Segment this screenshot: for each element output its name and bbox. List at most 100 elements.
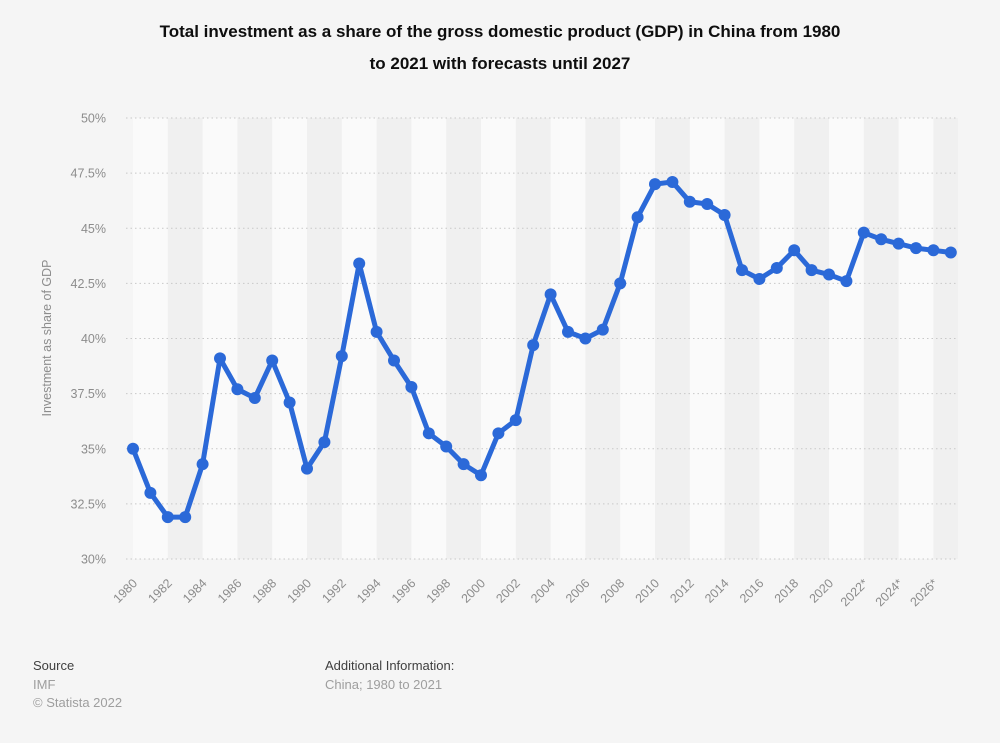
additional-info-label: Additional Information:: [325, 658, 455, 673]
x-tick-label: 2002: [493, 576, 523, 606]
data-point[interactable]: [631, 211, 644, 224]
y-tick-label: 30%: [81, 553, 106, 567]
data-point[interactable]: [718, 209, 731, 222]
gridlines: [126, 117, 958, 560]
data-point[interactable]: [475, 469, 487, 482]
data-point[interactable]: [649, 178, 661, 191]
x-tick-label: 1994: [354, 576, 384, 606]
x-tick-label: 2004: [528, 576, 558, 606]
y-tick-label: 40%: [81, 332, 106, 346]
y-tick-label: 37.5%: [71, 387, 106, 401]
data-point[interactable]: [805, 264, 818, 277]
x-tick-label: 2022*: [838, 576, 871, 609]
data-point[interactable]: [614, 277, 627, 290]
data-point[interactable]: [283, 396, 296, 409]
y-tick-label: 35%: [81, 442, 106, 456]
data-point[interactable]: [875, 233, 888, 246]
data-point[interactable]: [144, 486, 157, 499]
chart-title-line1: Total investment as a share of the gross…: [159, 22, 841, 41]
y-tick-label: 47.5%: [71, 167, 106, 181]
footer-source-block: Source IMF © Statista 2022: [33, 658, 122, 713]
x-tick-label: 2006: [563, 576, 593, 606]
chart-title: Total investment as a share of the gross…: [60, 16, 940, 80]
data-point[interactable]: [127, 442, 139, 455]
data-point[interactable]: [214, 352, 226, 365]
data-points: [127, 175, 957, 524]
y-tick-label: 45%: [81, 222, 106, 236]
background-stripe: [794, 118, 829, 559]
data-point[interactable]: [527, 339, 540, 352]
x-tick-label: 2000: [459, 576, 489, 606]
x-tick-label: 1984: [180, 576, 210, 606]
data-point[interactable]: [161, 511, 174, 524]
source-label: Source: [33, 658, 75, 673]
x-tick-label: 1982: [145, 576, 175, 606]
data-point[interactable]: [179, 511, 192, 524]
data-point[interactable]: [335, 350, 348, 363]
x-axis-labels: 1980 1982 1984 1986 1988 1990 1992 1994 1996 1998…: [111, 576, 941, 609]
x-tick-label: 1990: [285, 576, 315, 606]
data-point[interactable]: [509, 414, 522, 427]
background-stripe: [272, 118, 307, 559]
data-point[interactable]: [666, 175, 679, 188]
data-point[interactable]: [701, 197, 714, 210]
data-point[interactable]: [596, 323, 609, 336]
data-point[interactable]: [422, 427, 435, 440]
data-point[interactable]: [196, 458, 209, 471]
x-tick-label: 1996: [389, 576, 419, 606]
data-point[interactable]: [301, 462, 313, 475]
x-tick-label: 2014: [702, 576, 732, 606]
x-tick-label: 1980: [111, 576, 141, 606]
chart-title-line2: to 2021 with forecasts until 2027: [369, 54, 631, 73]
data-point[interactable]: [683, 195, 696, 208]
data-point[interactable]: [857, 226, 870, 239]
data-point[interactable]: [823, 268, 835, 281]
x-tick-label: 2018: [772, 576, 802, 606]
data-point[interactable]: [266, 354, 279, 367]
data-point[interactable]: [492, 427, 505, 440]
x-tick-label: 2024*: [873, 576, 906, 609]
data-point[interactable]: [440, 440, 453, 453]
additional-info-value: China; 1980 to 2021: [325, 677, 443, 692]
y-tick-label: 42.5%: [71, 277, 106, 291]
data-point[interactable]: [910, 242, 922, 255]
data-point[interactable]: [248, 392, 261, 405]
x-tick-label: 1986: [215, 576, 245, 606]
data-point[interactable]: [405, 381, 418, 394]
x-tick-label: 2016: [737, 576, 767, 606]
y-axis-labels: 50% 47.5% 45% 42.5% 40% 37.5% 35% 32.5% 30%: [71, 112, 106, 567]
data-point[interactable]: [736, 264, 748, 277]
footer-additional-block: Additional Information: China; 1980 to 2…: [325, 658, 454, 695]
y-tick-label: 32.5%: [71, 497, 106, 511]
data-point[interactable]: [788, 244, 801, 257]
data-point[interactable]: [927, 244, 940, 257]
y-tick-label: 50%: [81, 112, 106, 126]
data-point[interactable]: [231, 383, 244, 396]
data-point[interactable]: [840, 275, 853, 288]
data-point[interactable]: [353, 257, 366, 270]
data-point[interactable]: [892, 237, 905, 250]
copyright: © Statista 2022: [33, 695, 123, 710]
y-axis-title: Investment as share of GDP: [40, 259, 54, 416]
x-tick-label: 2020: [807, 576, 837, 606]
data-point[interactable]: [370, 325, 383, 338]
data-point[interactable]: [318, 436, 331, 449]
x-tick-label: 2008: [598, 576, 628, 606]
data-point[interactable]: [562, 325, 574, 338]
data-point[interactable]: [944, 246, 957, 259]
x-tick-label: 1992: [319, 576, 349, 606]
data-point[interactable]: [753, 272, 766, 285]
x-tick-label: 1998: [424, 576, 454, 606]
x-tick-label: 2010: [633, 576, 663, 606]
data-point[interactable]: [457, 458, 470, 471]
data-point[interactable]: [544, 288, 557, 301]
data-point[interactable]: [388, 354, 400, 367]
data-point[interactable]: [770, 261, 783, 274]
x-tick-label: 2026*: [908, 576, 941, 609]
x-tick-label: 1988: [250, 576, 280, 606]
x-tick-label: 2012: [667, 576, 697, 606]
source-value: IMF: [33, 677, 56, 692]
data-point[interactable]: [579, 332, 592, 345]
